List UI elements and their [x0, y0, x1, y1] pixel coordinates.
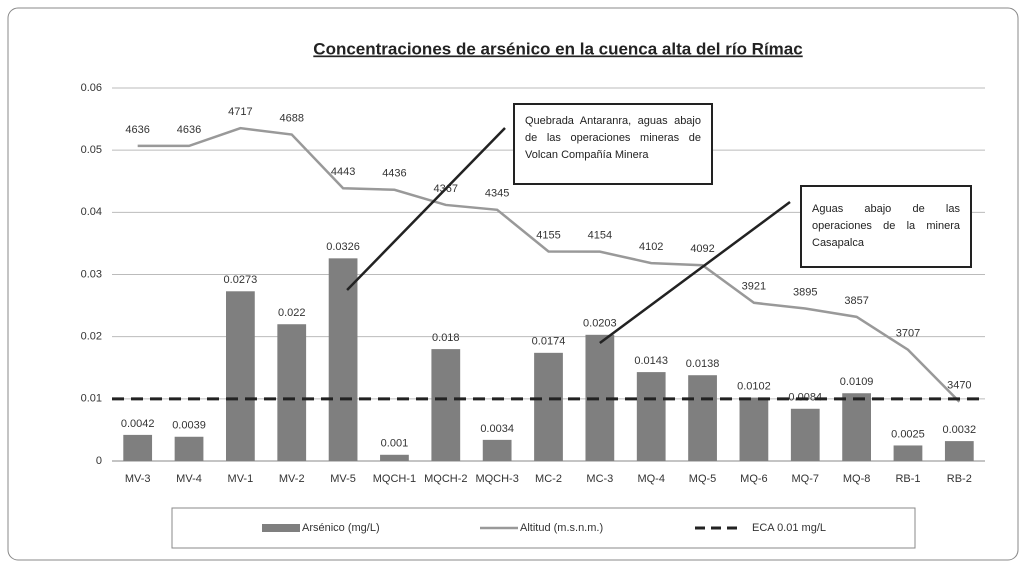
bar [534, 352, 563, 461]
line [137, 126, 961, 403]
y-tick-label: 0.06 [81, 82, 102, 94]
data-label: 0.018 [432, 332, 460, 344]
legend-swatch [262, 524, 300, 532]
y-tick-label: 0.05 [81, 144, 102, 156]
y-tick-label: 0.03 [81, 268, 102, 280]
x-tick-label: MQCH-1 [373, 473, 416, 485]
bar [790, 408, 820, 461]
bar [944, 441, 974, 461]
data-label: 0.0109 [840, 376, 874, 388]
bar [380, 454, 409, 461]
bar [739, 397, 769, 461]
x-tick-label: MV-3 [125, 473, 151, 485]
data-label: 4154 [588, 230, 612, 242]
x-tick-label: MQCH-2 [424, 473, 467, 485]
legend-label: ECA 0.01 mg/L [752, 522, 826, 534]
legend-label: Arsénico (mg/L) [302, 522, 380, 534]
data-label: 4636 [125, 124, 149, 136]
data-label: 0.0042 [121, 418, 155, 430]
bar [328, 258, 358, 461]
x-tick-label: RB-2 [947, 473, 972, 485]
x-tick-label: MC-3 [586, 473, 613, 485]
bar [893, 445, 923, 461]
x-tick-label: MQ-7 [792, 473, 820, 485]
data-label: 0.0102 [737, 380, 771, 392]
data-label: 0.0273 [224, 274, 258, 286]
x-tick-label: MV-1 [228, 473, 254, 485]
frame [7, 7, 1019, 561]
x-tick-label: MV-5 [330, 473, 356, 485]
data-label: 4155 [536, 229, 560, 241]
bar [688, 375, 717, 461]
data-label: 4636 [177, 124, 201, 136]
x-tick-label: MQ-5 [689, 473, 717, 485]
annotation: Aguas abajo de las operaciones de la min… [800, 185, 972, 268]
data-label: 0.0025 [891, 428, 925, 440]
data-label: 0.0326 [326, 241, 360, 253]
x-tick-label: MQ-4 [637, 473, 665, 485]
x-tick-label: MV-4 [176, 473, 202, 485]
data-label: 4102 [639, 241, 663, 253]
data-label: 0.0174 [532, 336, 566, 348]
bar [174, 436, 204, 461]
data-label: 4092 [690, 243, 714, 255]
bar [277, 324, 307, 461]
data-label: 0.0138 [686, 358, 720, 370]
data-label: 3707 [896, 328, 920, 340]
bar [636, 372, 666, 461]
annotation-pointer [346, 127, 506, 291]
data-label: 4443 [331, 166, 355, 178]
data-label: 4688 [279, 112, 303, 124]
data-label: 4717 [228, 106, 252, 118]
data-label: 0.001 [381, 438, 409, 450]
data-label: 0.0143 [634, 355, 668, 367]
chart-title: Concentraciones de arsénico en la cuenca… [313, 39, 802, 58]
data-label: 0.0039 [172, 420, 206, 432]
annotation-pointer [599, 200, 791, 345]
x-tick-label: MQCH-3 [475, 473, 518, 485]
data-label: 3470 [947, 380, 971, 392]
data-label: 0.0203 [583, 318, 617, 330]
data-label: 0.022 [278, 307, 306, 319]
legend-label: Altitud (m.s.n.m.) [520, 522, 603, 534]
data-label: 3921 [742, 281, 766, 293]
y-tick-label: 0.01 [81, 393, 102, 405]
x-tick-label: MQ-8 [843, 473, 871, 485]
data-label: 0.0032 [942, 424, 976, 436]
bar [431, 349, 461, 461]
x-tick-label: MQ-6 [740, 473, 768, 485]
bar [842, 393, 871, 461]
data-label: 4436 [382, 168, 406, 180]
x-tick-label: RB-1 [895, 473, 920, 485]
data-label: 3857 [844, 295, 868, 307]
annotation: Quebrada Antaranra, aguas abajo de las o… [513, 103, 713, 185]
x-tick-label: MC-2 [535, 473, 562, 485]
data-label: 4345 [485, 188, 509, 200]
y-tick-label: 0.02 [81, 331, 102, 343]
x-tick-label: MV-2 [279, 473, 305, 485]
bar [123, 434, 153, 461]
y-tick-label: 0 [96, 455, 102, 467]
bar [226, 291, 255, 461]
bar [482, 439, 512, 461]
data-label: 0.0034 [480, 423, 514, 435]
y-tick-label: 0.04 [81, 206, 102, 218]
data-label: 3895 [793, 286, 817, 298]
